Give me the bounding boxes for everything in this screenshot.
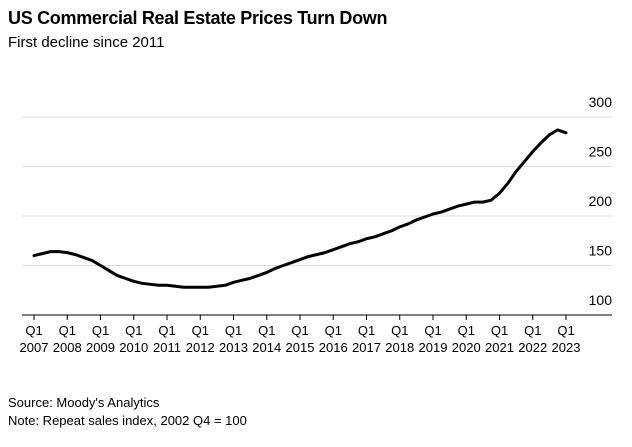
x-tick-label: Q1 2011 (153, 323, 181, 355)
chart-title: US Commercial Real Estate Prices Turn Do… (8, 8, 388, 28)
x-tick-label: Q1 2019 (418, 323, 448, 355)
note: Note: Repeat sales index, 2002 Q4 = 100 (8, 413, 247, 428)
y-tick-label: 300 (589, 94, 613, 110)
x-tick-label: Q1 2020 (451, 323, 481, 355)
line (32, 128, 568, 289)
x-tick-label: Q1 2010 (119, 323, 149, 355)
x-tick-label: Q1 2007 (19, 323, 49, 355)
y-tick-label: 200 (589, 193, 613, 209)
x-tick-label: Q1 2013 (219, 323, 248, 355)
x-tick-label: Q1 2009 (86, 323, 115, 355)
x-tick-label: Q1 2022 (518, 323, 548, 355)
y-tick-label: 100 (589, 292, 613, 308)
y-tick-label: 150 (589, 243, 613, 259)
chart-subtitle: First decline since 2011 (8, 34, 165, 51)
x-tick-label: Q1 2017 (352, 323, 381, 355)
x-tick-label: Q1 2016 (318, 323, 348, 355)
x-tick-label: Q1 2008 (52, 323, 82, 355)
y-tick-label: 250 (589, 144, 613, 160)
x-tick-label: Q1 2014 (252, 323, 282, 355)
x-tick-label: Q1 2012 (185, 323, 215, 355)
x-tick-label: Q1 2021 (485, 323, 514, 355)
x-tick-label: Q1 2023 (551, 323, 581, 355)
x-tick-label: Q1 2018 (385, 323, 415, 355)
source: Source: Moody's Analytics (8, 395, 160, 410)
x-tick-label: Q1 2015 (285, 323, 315, 355)
